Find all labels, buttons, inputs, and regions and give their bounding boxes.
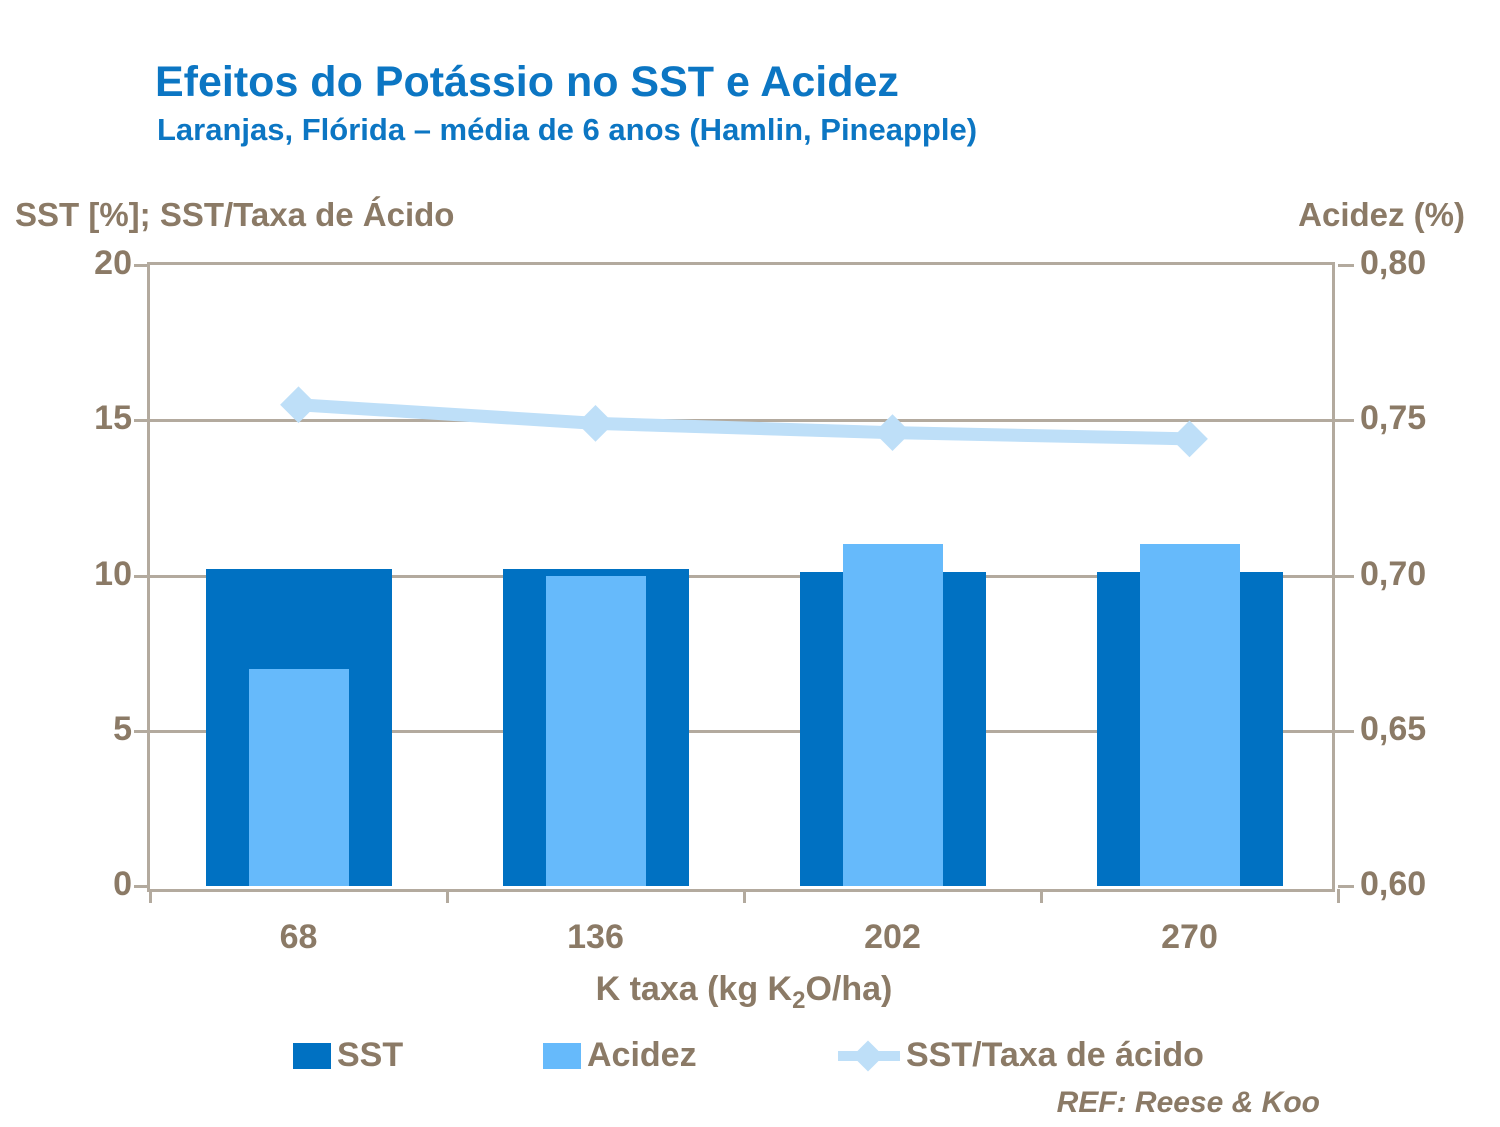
right-axis-tick: [1338, 264, 1354, 267]
ratio-line-marker-icon: [838, 1039, 900, 1072]
gridline: [150, 419, 1338, 423]
legend-label-acidez: Acidez: [587, 1036, 697, 1074]
right-axis-tick-label: 0,60: [1360, 865, 1427, 903]
acidez-bar: [545, 575, 646, 886]
left-axis-tick: [134, 729, 150, 733]
legend-item-sst: SST: [293, 1036, 403, 1075]
x-axis-category-label: 136: [567, 918, 624, 956]
right-axis-title: Acidez (%): [1298, 196, 1465, 233]
legend-item-ratio: SST/Taxa de ácido: [838, 1036, 1204, 1075]
acidez-bar: [248, 668, 349, 886]
x-axis-title-text: K taxa (kg K: [595, 970, 793, 1008]
left-axis-tick-label: 20: [94, 244, 132, 282]
x-axis-tick: [446, 889, 449, 903]
right-axis-tick: [1338, 574, 1354, 578]
left-axis-tick: [134, 885, 150, 888]
gridline: [150, 574, 1338, 578]
x-axis-category-label: 68: [279, 918, 318, 956]
left-axis-tick-label: 5: [113, 709, 132, 748]
acidez-bar: [1139, 544, 1240, 886]
x-axis-tick: [1337, 889, 1340, 903]
left-axis-tick-label: 10: [94, 554, 132, 593]
chart-title: Efeitos do Potássio no SST e Acidez: [155, 58, 899, 106]
x-axis-title: K taxa (kg K2O/ha): [444, 970, 1044, 1015]
right-axis-tick-label: 0,80: [1360, 244, 1427, 282]
left-axis-tick: [134, 264, 150, 267]
reference-text: REF: Reese & Koo: [1056, 1086, 1320, 1119]
right-axis-tick: [1338, 885, 1354, 888]
right-axis-tick-label: 0,75: [1360, 399, 1427, 438]
left-axis-tick: [134, 574, 150, 578]
acidez-legend-swatch-icon: [543, 1042, 581, 1069]
x-axis-title-subscript: 2: [792, 986, 806, 1014]
x-axis-title-suffix: O/ha): [805, 970, 893, 1008]
left-axis-tick-label: 0: [113, 865, 132, 903]
acidez-bar: [842, 544, 943, 886]
right-axis-tick: [1338, 419, 1354, 423]
x-axis-tick: [743, 889, 746, 903]
legend: SST Acidez SST/Taxa de ácido: [0, 1036, 1500, 1076]
left-axis-tick-label: 15: [94, 399, 132, 438]
x-axis-tick: [149, 889, 152, 903]
chart-subtitle: Laranjas, Flórida – média de 6 anos (Ham…: [157, 112, 978, 147]
right-axis-tick-label: 0,65: [1360, 709, 1427, 748]
sst-legend-swatch-icon: [293, 1042, 331, 1069]
x-axis-category-label: 202: [864, 918, 921, 956]
x-axis-category-label: 270: [1161, 918, 1218, 956]
legend-label-ratio: SST/Taxa de ácido: [906, 1036, 1204, 1074]
right-axis-tick: [1338, 729, 1354, 733]
legend-item-acidez: Acidez: [543, 1036, 697, 1075]
x-axis-tick: [1040, 889, 1043, 903]
left-axis-title: SST [%]; SST/Taxa de Ácido: [15, 196, 455, 233]
left-axis-tick: [134, 419, 150, 423]
legend-label-sst: SST: [337, 1036, 404, 1074]
gridline: [150, 729, 1338, 733]
right-axis-tick-label: 0,70: [1360, 554, 1427, 593]
